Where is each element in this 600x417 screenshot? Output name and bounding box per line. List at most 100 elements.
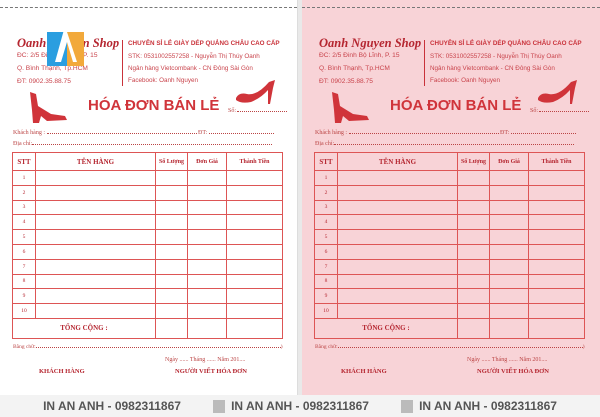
table-cell[interactable]: [35, 303, 156, 319]
table-cell[interactable]: [35, 258, 156, 275]
table-cell[interactable]: [337, 199, 458, 216]
table-cell[interactable]: [187, 258, 227, 275]
table-cell[interactable]: [155, 199, 188, 216]
table-cell[interactable]: [457, 258, 490, 275]
table-cell[interactable]: [528, 214, 585, 231]
table-row: 10: [12, 303, 283, 319]
table-cell[interactable]: [226, 288, 283, 305]
table-cell[interactable]: [35, 214, 156, 231]
table-cell[interactable]: [489, 170, 529, 186]
invoice-number-field[interactable]: Số:: [530, 108, 590, 114]
table-cell[interactable]: [337, 170, 458, 186]
table-cell[interactable]: [457, 214, 490, 231]
customer-field[interactable]: Khách hàng : ĐT:: [315, 130, 576, 136]
high-heel-icon: [538, 80, 577, 104]
table-cell[interactable]: [35, 273, 156, 290]
table-cell[interactable]: [528, 229, 585, 245]
table-cell[interactable]: [337, 273, 458, 290]
sandal-icon: [332, 92, 369, 123]
table-cell[interactable]: [226, 273, 283, 290]
table-cell[interactable]: [155, 170, 188, 186]
table-cell[interactable]: [35, 288, 156, 305]
table-cell[interactable]: [528, 273, 585, 290]
amount-in-words-field[interactable]: Bằng chữ:): [13, 344, 283, 350]
table-cell[interactable]: [457, 303, 490, 319]
table-cell[interactable]: [457, 199, 490, 216]
total-cell[interactable]: [226, 317, 283, 339]
table-cell[interactable]: [35, 184, 156, 201]
table-cell[interactable]: [187, 184, 227, 201]
table-cell[interactable]: [457, 243, 490, 260]
white-invoice-copy: Oanh Nguyen Shop ĐC: 2/5 Đinh Bộ Lĩnh, P…: [0, 0, 298, 395]
table-cell[interactable]: [187, 214, 227, 231]
table-cell[interactable]: [187, 288, 227, 305]
table-cell[interactable]: [226, 243, 283, 260]
table-cell[interactable]: [528, 243, 585, 260]
invoice-number-field[interactable]: Số:: [228, 108, 288, 114]
table-cell[interactable]: [226, 258, 283, 275]
table-cell[interactable]: [337, 258, 458, 275]
table-cell[interactable]: [528, 199, 585, 216]
table-cell[interactable]: [489, 258, 529, 275]
table-cell[interactable]: [489, 199, 529, 216]
table-cell[interactable]: [457, 273, 490, 290]
table-cell[interactable]: [187, 229, 227, 245]
table-cell[interactable]: [155, 258, 188, 275]
table-cell[interactable]: [35, 243, 156, 260]
total-cell[interactable]: [457, 317, 490, 339]
customer-field[interactable]: Khách hàng : ĐT:: [13, 130, 274, 136]
table-cell[interactable]: [457, 229, 490, 245]
table-cell[interactable]: [489, 214, 529, 231]
table-cell[interactable]: [155, 288, 188, 305]
table-cell[interactable]: [528, 288, 585, 305]
table-cell[interactable]: [337, 288, 458, 305]
table-cell[interactable]: [457, 184, 490, 201]
total-cell[interactable]: [528, 317, 585, 339]
table-cell[interactable]: [35, 199, 156, 216]
table-cell[interactable]: [337, 229, 458, 245]
table-cell[interactable]: [187, 243, 227, 260]
table-cell[interactable]: [155, 229, 188, 245]
address-field[interactable]: Địa chỉ:: [13, 141, 273, 147]
total-cell[interactable]: [489, 317, 529, 339]
table-cell[interactable]: [187, 199, 227, 216]
table-cell[interactable]: [155, 303, 188, 319]
table-cell[interactable]: [155, 243, 188, 260]
table-cell[interactable]: [528, 258, 585, 275]
table-cell[interactable]: [35, 170, 156, 186]
table-cell[interactable]: [337, 184, 458, 201]
table-cell[interactable]: [337, 303, 458, 319]
total-cell[interactable]: [155, 317, 188, 339]
table-cell[interactable]: [528, 170, 585, 186]
table-cell[interactable]: [489, 303, 529, 319]
table-cell[interactable]: [337, 243, 458, 260]
table-cell[interactable]: [226, 199, 283, 216]
table-cell[interactable]: [187, 273, 227, 290]
table-cell[interactable]: [457, 170, 490, 186]
total-cell[interactable]: [187, 317, 227, 339]
pink-invoice-copy: Oanh Nguyen Shop ĐC: 2/5 Đinh Bộ Lĩnh, P…: [302, 0, 600, 395]
table-cell[interactable]: [226, 184, 283, 201]
table-cell[interactable]: [155, 214, 188, 231]
table-cell[interactable]: [226, 229, 283, 245]
table-cell[interactable]: [489, 184, 529, 201]
table-cell[interactable]: [337, 214, 458, 231]
table-cell[interactable]: [226, 214, 283, 231]
table-cell[interactable]: [457, 288, 490, 305]
table-cell[interactable]: [489, 229, 529, 245]
table-cell[interactable]: [155, 184, 188, 201]
table-cell[interactable]: [226, 170, 283, 186]
table-cell[interactable]: [187, 170, 227, 186]
table-cell[interactable]: [35, 229, 156, 245]
table-cell[interactable]: [489, 273, 529, 290]
table-cell[interactable]: [528, 303, 585, 319]
table-cell[interactable]: [528, 184, 585, 201]
cut-line: [302, 7, 600, 8]
table-cell[interactable]: [489, 243, 529, 260]
amount-in-words-field[interactable]: Bằng chữ:): [315, 344, 585, 350]
table-cell[interactable]: [187, 303, 227, 319]
table-cell[interactable]: [489, 288, 529, 305]
address-field[interactable]: Địa chỉ:: [315, 141, 575, 147]
table-cell[interactable]: [226, 303, 283, 319]
table-cell[interactable]: [155, 273, 188, 290]
